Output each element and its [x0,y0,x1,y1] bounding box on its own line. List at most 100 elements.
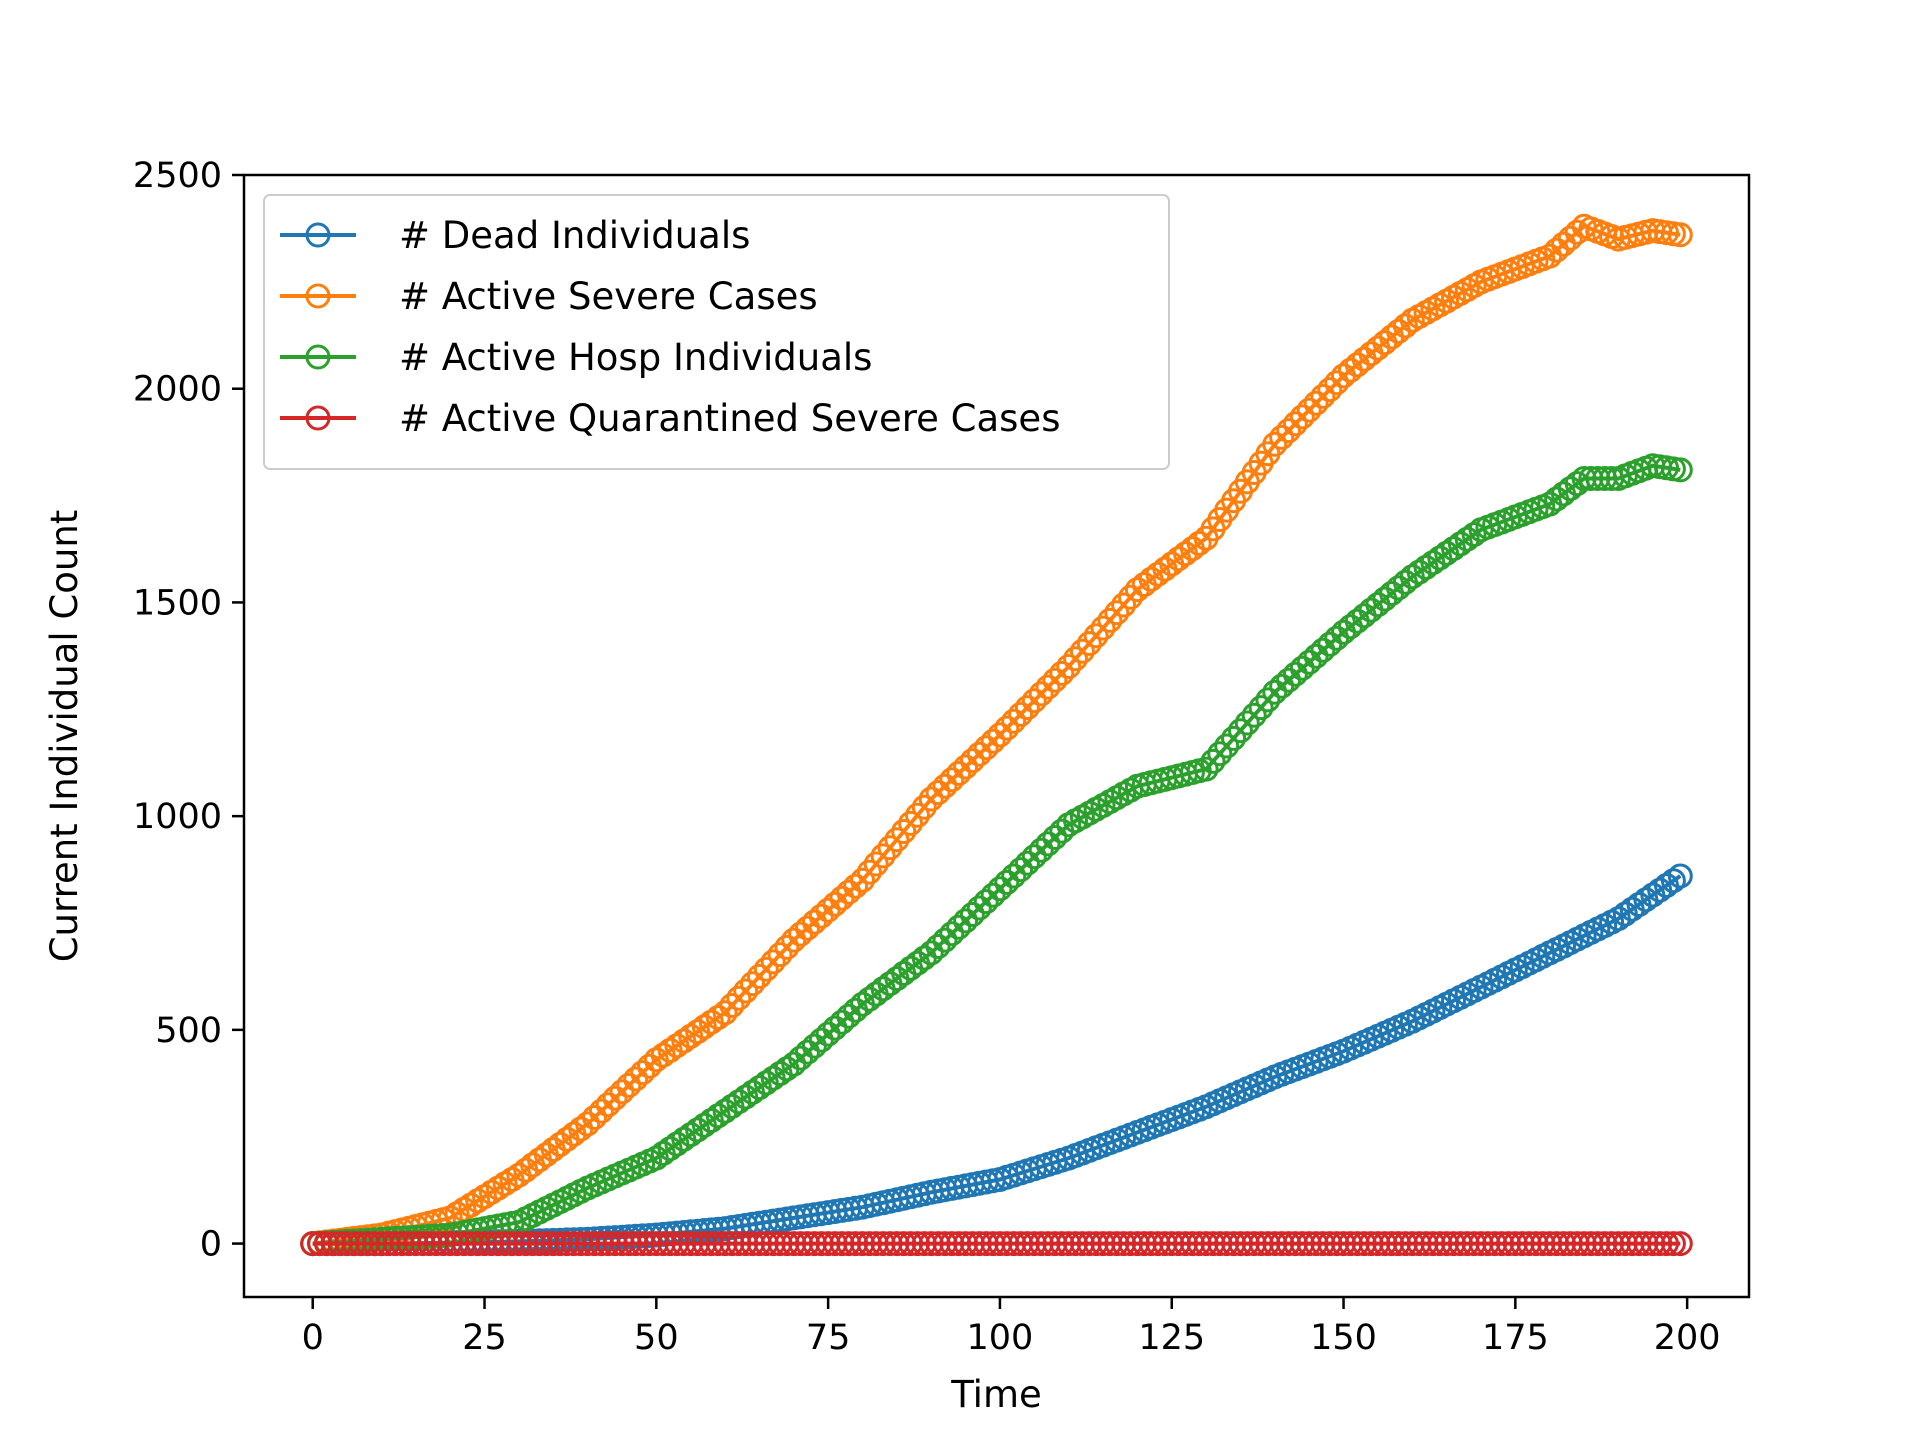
data-point [1296,397,1322,423]
data-point [1118,584,1143,610]
data-point [1654,1231,1679,1257]
x-tick-label: 125 [1138,1318,1205,1358]
data-point [1262,431,1288,457]
data-point [987,722,1013,748]
y-axis-label: Current Individual Count [43,510,86,963]
data-point [1193,756,1219,782]
legend-label: # Active Quarantined Severe Cases [399,397,1060,440]
data-point [602,1085,628,1111]
data-point [726,985,752,1011]
data-point [891,819,917,844]
data-point [1042,667,1068,693]
data-point [1310,383,1336,409]
data-point [575,1111,601,1137]
data-point [740,971,765,997]
data-point [932,927,958,953]
data-point [1056,654,1082,679]
data-point [1186,530,1212,556]
data-point [1063,646,1088,672]
data-point [1035,831,1061,857]
y-tick-label: 500 [155,1011,222,1051]
legend-marker [305,283,331,309]
data-point [1001,863,1027,889]
data-point [1021,844,1047,870]
legend-label: # Active Hosp Individuals [399,336,872,379]
data-point [966,895,992,921]
data-point [1207,741,1233,767]
data-point [1014,695,1040,721]
legend-entry: # Active Quarantined Severe Cases [280,397,1060,440]
data-point [905,802,930,828]
data-point [1276,418,1302,444]
data-point [918,940,944,966]
data-point [1667,1231,1693,1257]
data-point [925,934,951,959]
data-point [884,827,910,853]
data-point [1228,718,1253,744]
data-point [953,908,979,934]
data-point [856,859,882,885]
data-point [1200,748,1226,774]
legend-entry: # Active Hosp Individuals [280,336,872,379]
data-point [1069,638,1095,664]
x-tick-label: 50 [634,1318,679,1358]
data-point [1660,868,1686,894]
data-point [946,914,972,940]
data-point [712,1000,738,1026]
y-tick-label: 2500 [133,156,222,196]
data-point [918,786,944,812]
data-point [767,942,793,968]
data-point [973,889,999,915]
data-point [939,921,965,947]
data-point [616,1072,642,1098]
data-point [1255,687,1281,713]
data-point [1076,631,1102,656]
data-point [630,1060,656,1086]
data-point [946,760,972,786]
data-point [1001,708,1027,734]
data-point [994,715,1020,741]
data-point [1289,404,1315,430]
data-point [973,735,999,761]
x-tick-label: 25 [462,1318,507,1358]
data-point [843,873,869,899]
series-3 [300,1231,1693,1257]
data-point [1214,733,1240,759]
legend-box [263,194,1170,470]
legend-marker [305,344,331,370]
legend: # Dead Individuals # Active Severe Cases #… [263,194,1170,470]
data-point [1324,370,1350,396]
x-axis-label: Time [950,1373,1042,1416]
data-point [925,780,951,806]
data-point [1241,702,1267,728]
x-tick-label: 200 [1654,1318,1721,1358]
data-point [582,1105,607,1130]
data-point [1269,424,1295,450]
data-point [588,1098,614,1124]
data-point [1035,674,1061,700]
data-point [623,1066,649,1092]
x-tick-label: 100 [967,1318,1034,1358]
data-point [1667,863,1693,889]
data-point [733,978,759,1004]
data-point [877,835,903,861]
data-point [994,869,1020,895]
data-point [1008,701,1034,727]
data-point [1248,695,1274,721]
legend-entry: # Active Severe Cases [280,275,818,318]
data-point [1028,837,1054,863]
data-point [760,949,786,975]
legend-marker [305,222,331,248]
data-point [1008,857,1034,883]
data-point [1221,725,1247,751]
data-point [987,876,1013,902]
data-point [1104,600,1130,626]
data-point [932,773,958,799]
x-tick-label: 75 [806,1318,851,1358]
data-point [939,767,965,793]
data-point [870,843,896,869]
data-point [595,1092,621,1118]
series-layer [300,213,1693,1257]
legend-entry: # Dead Individuals [280,214,750,257]
data-point [911,794,937,820]
